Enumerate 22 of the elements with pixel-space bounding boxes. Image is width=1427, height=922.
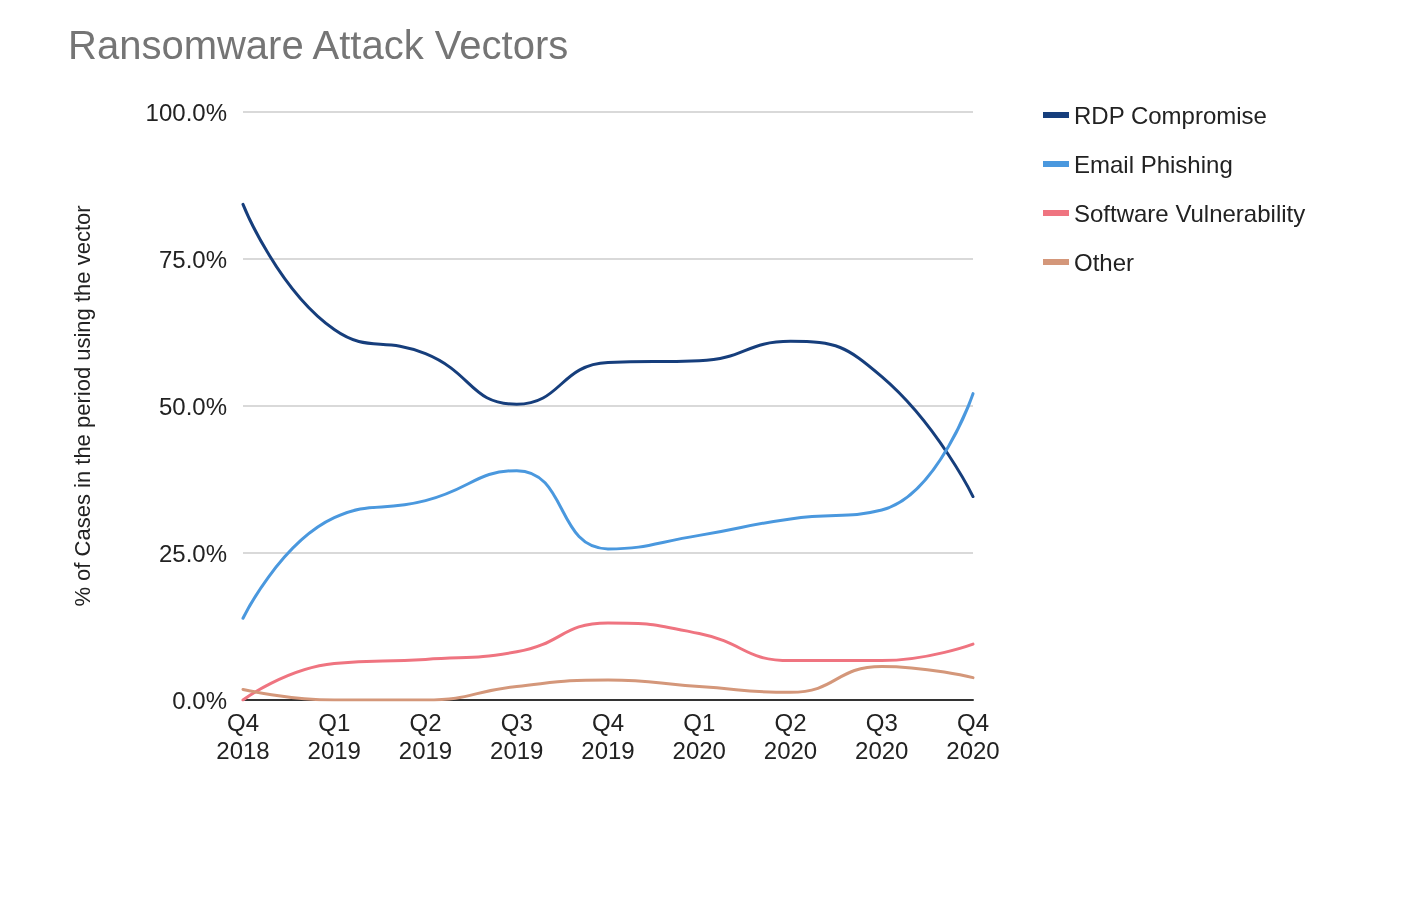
y-axis-title: % of Cases in the period using the vector — [69, 205, 95, 607]
x-tick-label: Q3 2019 — [490, 708, 544, 764]
line-series — [241, 202, 975, 499]
legend-label: Other — [1074, 248, 1135, 276]
line-series — [241, 392, 975, 620]
y-tick-label: 50.0% — [158, 392, 227, 420]
x-tick-label: Q4 2020 — [946, 708, 1000, 764]
chart-title: Ransomware Attack Vectors — [68, 23, 569, 67]
x-tick-label: Q1 2019 — [307, 708, 361, 764]
legend-label: RDP Compromise — [1074, 101, 1267, 129]
x-tick-label: Q2 2019 — [398, 708, 453, 764]
y-tick-label: 100.0% — [145, 98, 227, 126]
x-tick-label: Q4 2019 — [581, 708, 635, 764]
x-tick-label: Q2 2020 — [763, 708, 818, 764]
y-tick-label: 25.0% — [158, 539, 227, 567]
x-tick-label: Q1 2020 — [672, 708, 726, 764]
line-series — [241, 621, 975, 702]
x-tick-label: Q3 2020 — [855, 708, 909, 764]
legend-label: Email Phishing — [1074, 150, 1233, 178]
y-tick-label: 75.0% — [158, 245, 227, 273]
legend-label: Software Vulnerability — [1074, 199, 1306, 227]
line-series — [241, 664, 975, 702]
